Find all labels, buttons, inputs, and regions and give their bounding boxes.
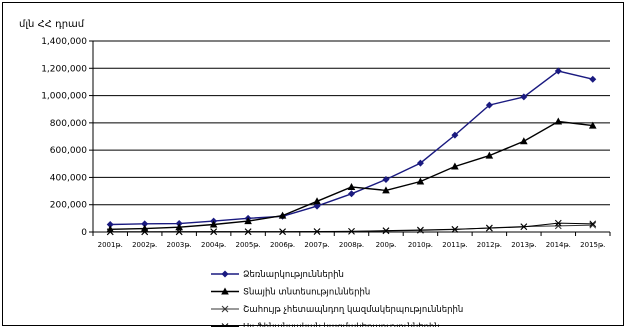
legend-label: Շահույթ չհետապնդող կազմակերպություններին bbox=[243, 305, 463, 315]
y-tick-label: 600,000 bbox=[50, 146, 87, 156]
x-tick-label: 2004թ. bbox=[201, 241, 226, 249]
data-point bbox=[520, 223, 528, 231]
data-point bbox=[589, 220, 597, 228]
data-point bbox=[141, 220, 149, 228]
legend-marker bbox=[221, 305, 229, 313]
data-point bbox=[520, 93, 528, 101]
data-point bbox=[382, 175, 390, 183]
y-tick-label: 200,000 bbox=[50, 201, 87, 211]
data-point bbox=[520, 137, 528, 145]
y-tick-label: 1,000,000 bbox=[41, 92, 87, 102]
y-axis-ticks: 0 200,000 400,000 600,000 800,000 1,000,000 1,… bbox=[41, 37, 93, 238]
data-point bbox=[279, 228, 286, 236]
x-tick-label: 2015թ. bbox=[580, 241, 605, 249]
data-point bbox=[589, 221, 597, 229]
legend-marker bbox=[221, 323, 229, 327]
data-point bbox=[554, 222, 562, 230]
data-point bbox=[313, 197, 321, 205]
data-point bbox=[485, 101, 493, 109]
legend-marker bbox=[221, 270, 229, 278]
legend-marker bbox=[221, 287, 229, 295]
y-tick-label: 1,400,000 bbox=[41, 37, 87, 47]
y-tick-label: 1,200,000 bbox=[41, 64, 87, 74]
x-tick-label: 2013թ. bbox=[511, 241, 536, 249]
data-point bbox=[106, 228, 114, 236]
x-tick-label: 2014թ. bbox=[546, 241, 571, 249]
data-point bbox=[141, 228, 149, 236]
data-point bbox=[416, 177, 425, 185]
legend: Ձեռնարկություններին Տնային տնտեսություննե… bbox=[211, 270, 463, 327]
line-chart: մլն ՀՀ դրամ 0 200,000 400,000 600,000 800,00… bbox=[19, 19, 611, 327]
data-point bbox=[210, 228, 217, 236]
x-tick-label: 2011թ. bbox=[442, 241, 467, 249]
data-point bbox=[589, 75, 597, 83]
data-point bbox=[588, 121, 597, 129]
legend-item: Այլ ֆինանսական կազմակերպություններին bbox=[211, 323, 440, 328]
data-point bbox=[451, 162, 459, 170]
data-point bbox=[486, 224, 493, 232]
data-point bbox=[554, 117, 563, 125]
series-line bbox=[110, 70, 593, 226]
data-point bbox=[348, 190, 355, 198]
data-point bbox=[175, 228, 183, 236]
legend-item: Շահույթ չհետապնդող կազմակերպություններին bbox=[211, 305, 463, 315]
data-point bbox=[348, 227, 355, 235]
gridlines bbox=[93, 40, 610, 206]
legend-item: Տնային տնտեսություններին bbox=[211, 287, 370, 298]
series-1 bbox=[106, 67, 597, 228]
x-tick-label: 200թ. bbox=[376, 241, 397, 249]
data-point bbox=[485, 151, 494, 159]
data-point bbox=[278, 211, 287, 219]
legend-label: Տնային տնտեսություններին bbox=[243, 288, 370, 298]
series-line bbox=[110, 120, 593, 230]
data-point bbox=[175, 223, 183, 231]
legend-item: Ձեռնարկություններին bbox=[211, 270, 344, 280]
x-tick-label: 2012թ. bbox=[477, 241, 502, 249]
x-tick-label: 2010թ. bbox=[408, 241, 433, 249]
series-4 bbox=[106, 219, 597, 236]
data-point bbox=[416, 159, 424, 167]
data-point bbox=[209, 220, 218, 228]
x-tick-label: 2006թ. bbox=[270, 241, 295, 249]
data-point bbox=[313, 228, 321, 235]
y-tick-label: 400,000 bbox=[50, 173, 87, 183]
y-tick-label: 800,000 bbox=[50, 119, 87, 129]
y-axis-unit-label: մլն ՀՀ դրամ bbox=[19, 19, 85, 30]
data-point bbox=[347, 182, 356, 190]
y-tick-label: 0 bbox=[81, 228, 87, 238]
x-tick-label: 2007թ. bbox=[304, 241, 329, 249]
data-point bbox=[554, 67, 562, 75]
x-tick-label: 2003թ. bbox=[167, 241, 192, 249]
series-group bbox=[106, 67, 597, 236]
x-tick-label: 2001թ. bbox=[98, 241, 123, 249]
data-point bbox=[554, 219, 562, 227]
data-point bbox=[244, 217, 252, 225]
data-point bbox=[451, 225, 459, 233]
data-point bbox=[244, 228, 252, 236]
chart-frame: մլն ՀՀ դրամ 0 200,000 400,000 600,000 800,00… bbox=[2, 2, 624, 327]
legend-label: Ձեռնարկություններին bbox=[243, 270, 344, 280]
x-axis-ticks: 2001թ. 2002թ. 2003թ. 2004թ. 2005թ. 2006թ. 2007… bbox=[92, 232, 611, 249]
legend-label: Այլ ֆինանսական կազմակերպություններին bbox=[243, 323, 440, 328]
data-point bbox=[382, 186, 390, 194]
data-point bbox=[313, 202, 321, 210]
x-tick-label: 2002թ. bbox=[132, 241, 157, 249]
x-tick-label: 2005թ. bbox=[235, 241, 260, 249]
data-point bbox=[382, 227, 390, 234]
x-tick-label: 2008թ. bbox=[339, 241, 364, 249]
series-2 bbox=[106, 117, 597, 233]
data-point bbox=[106, 220, 114, 228]
data-point bbox=[417, 226, 424, 234]
data-point bbox=[451, 131, 459, 139]
